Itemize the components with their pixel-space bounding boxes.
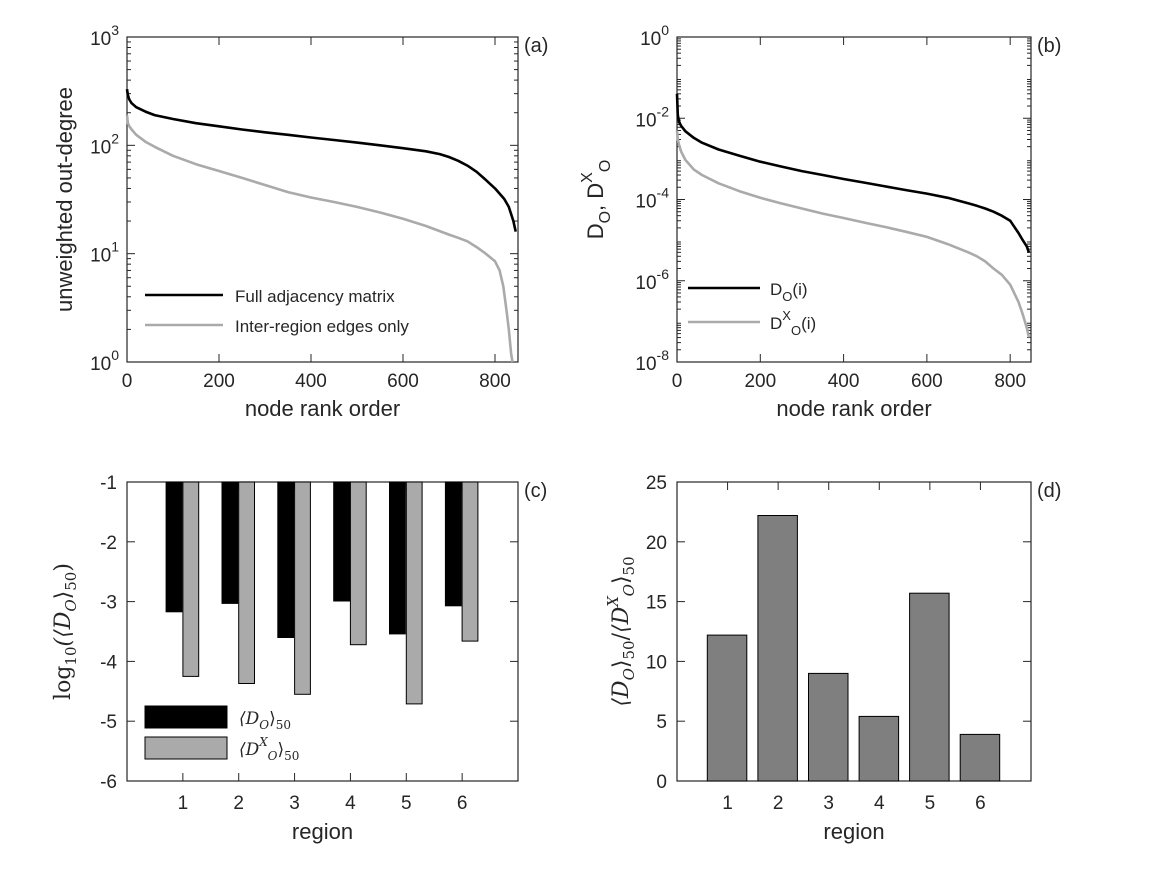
y-tick-label: -1 [100, 473, 117, 494]
x-tick-label: 6 [457, 793, 468, 814]
x-tick-label: 5 [401, 793, 412, 814]
x-tick-label: 200 [744, 371, 776, 392]
panel-b: 10-8 10-6 10-4 10-2 100 0 200 400 600 800 node ran… [579, 22, 1061, 421]
x-axis-label: node rank order [776, 396, 931, 421]
y-tick-label: 10-6 [635, 266, 669, 294]
y-tick-label: 100 [640, 22, 669, 50]
x-tick-label: 200 [203, 371, 235, 392]
x-tick-label: 400 [828, 371, 860, 392]
bar-s2-region-1 [182, 481, 200, 677]
y-tick-label: 100 [90, 347, 119, 375]
y-axis-label: unweighted out-degree [52, 87, 77, 312]
legend-swatch-2 [144, 736, 228, 760]
x-tick-label: 3 [823, 793, 834, 814]
panel-c: -6 -5 -4 -3 -2 -1 1 2 3 4 5 6 region (c) log10(⟨DO⟩50)… [51, 473, 547, 844]
y-tick-label: 20 [646, 533, 667, 554]
legend-label-2: Inter-region edges only [235, 317, 409, 336]
y-tick-label: 10-2 [635, 103, 669, 131]
bar-s2-region-5 [405, 481, 423, 705]
y-tick-label: -4 [100, 652, 117, 673]
panel-label: (b) [1037, 35, 1061, 57]
series-line-2 [675, 130, 1031, 338]
bar-s1-region-3 [277, 481, 295, 638]
plot-frame [126, 36, 519, 363]
x-tick-label: 6 [975, 793, 986, 814]
plot-frame [676, 36, 1032, 363]
y-axis-label: ⟨DO⟩50/⟨DXO⟩50 [604, 556, 638, 706]
x-tick-label: 4 [345, 793, 356, 814]
plot-frame [676, 481, 1032, 782]
x-tick-label: 3 [289, 793, 300, 814]
legend-label-1: Full adjacency matrix [235, 287, 395, 306]
series-line-1 [675, 93, 1031, 253]
bar-s1-region-4 [333, 481, 351, 602]
x-tick-label: 0 [122, 371, 133, 392]
legend-label-2: ⟨DXO⟩50 [239, 735, 299, 763]
y-tick-label: -6 [100, 772, 117, 793]
bar-s1-region-3 [808, 672, 849, 782]
y-tick-label: 103 [90, 22, 119, 50]
x-tick-label: 400 [295, 371, 327, 392]
bar-s1-region-5 [389, 481, 406, 635]
bar-s2-region-4 [349, 481, 367, 646]
y-tick-label: 102 [90, 130, 119, 158]
x-axis-label: node rank order [245, 396, 400, 421]
bar-s1-region-4 [858, 715, 900, 782]
panel-label: (c) [524, 480, 547, 502]
y-tick-label: 25 [646, 473, 667, 494]
bar-s1-region-5 [909, 592, 950, 782]
panel-label: (a) [524, 35, 548, 57]
x-tick-label: 600 [911, 371, 943, 392]
y-tick-label: -5 [100, 712, 117, 733]
x-tick-label: 600 [387, 371, 419, 392]
series-line-2 [125, 114, 514, 363]
x-tick-label: 4 [874, 793, 885, 814]
legend-label-2: DXO(i) [770, 308, 816, 338]
bar-s1-region-2 [757, 515, 798, 782]
y-tick-label: 15 [646, 593, 667, 614]
legend-label-1: DO(i) [770, 280, 808, 304]
y-axis-label: log10(⟨DO⟩50) [51, 563, 80, 700]
bar-s2-region-3 [294, 481, 311, 695]
x-tick-label: 0 [672, 371, 683, 392]
bar-s1-region-6 [444, 481, 462, 607]
y-tick-label: 10-4 [635, 185, 669, 213]
x-tick-label: 1 [722, 793, 733, 814]
x-tick-label: 800 [994, 371, 1026, 392]
panel-label: (d) [1037, 480, 1061, 502]
series-line-1 [125, 89, 517, 232]
bar-s1-region-2 [221, 481, 239, 604]
y-tick-label: 0 [656, 772, 667, 793]
x-tick-label: 1 [178, 793, 189, 814]
y-tick-label: 101 [90, 239, 119, 267]
y-tick-label: 10 [646, 652, 667, 673]
x-tick-label: 2 [233, 793, 244, 814]
plot-frame [126, 481, 519, 782]
x-tick-label: 5 [925, 793, 936, 814]
bar-s1-region-1 [706, 634, 748, 782]
x-axis-label: region [823, 819, 884, 844]
legend-swatch-1 [144, 705, 228, 729]
x-tick-label: 800 [479, 371, 511, 392]
legend-label-1: ⟨DO⟩50 [239, 709, 291, 732]
x-axis-label: region [292, 819, 353, 844]
y-tick-label: 5 [656, 712, 667, 733]
y-tick-label: 10-8 [635, 347, 669, 375]
y-tick-label: -3 [100, 593, 117, 614]
x-tick-label: 2 [773, 793, 784, 814]
bar-s1-region-1 [165, 481, 183, 613]
panel-a: 100 101 102 103 0 200 400 600 800 node rank order… [52, 22, 548, 421]
bar-s1-region-6 [959, 733, 1001, 782]
bar-s2-region-6 [461, 481, 479, 642]
bar-s2-region-2 [238, 481, 255, 684]
panel-d: 0 5 10 15 20 25 1 2 3 4 5 6 region (d) ⟨DO⟩50/⟨DXO⟩50 [604, 473, 1061, 844]
y-axis-label: DO, DXO [579, 160, 614, 240]
y-tick-label: -2 [100, 533, 117, 554]
